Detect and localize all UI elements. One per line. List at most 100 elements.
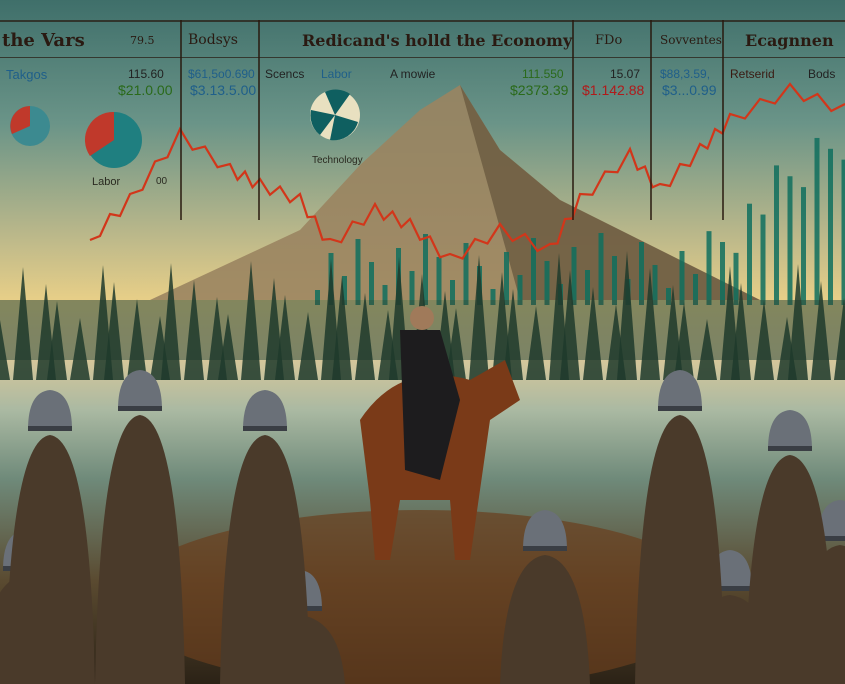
tree bbox=[47, 301, 67, 380]
bar bbox=[463, 243, 469, 305]
bar bbox=[531, 238, 536, 305]
header-col6: Sovventes bbox=[660, 33, 722, 47]
header-col7: Ecagnnen bbox=[745, 30, 834, 50]
knight bbox=[500, 510, 590, 684]
tree bbox=[298, 312, 318, 380]
tree bbox=[355, 293, 375, 380]
bar bbox=[774, 165, 779, 305]
pie-chart-technology bbox=[310, 89, 360, 141]
bar bbox=[598, 233, 604, 305]
tree bbox=[104, 282, 124, 380]
tree bbox=[503, 289, 523, 380]
tree bbox=[469, 255, 489, 380]
tree bbox=[184, 280, 204, 380]
bar bbox=[342, 276, 347, 305]
bar bbox=[787, 176, 793, 305]
label-amowie: A mowie bbox=[390, 67, 436, 81]
table-border-header bbox=[0, 57, 845, 58]
header-number: 79.5 bbox=[130, 33, 155, 47]
bar bbox=[571, 247, 577, 305]
knight bbox=[95, 370, 185, 684]
bar bbox=[450, 280, 455, 305]
bar bbox=[693, 274, 698, 305]
bar bbox=[544, 261, 550, 305]
bar bbox=[436, 257, 442, 305]
bar bbox=[585, 270, 590, 305]
value: $3...0.99 bbox=[662, 82, 717, 98]
tree bbox=[13, 267, 33, 380]
bar bbox=[760, 214, 766, 305]
bar bbox=[841, 159, 845, 305]
tree bbox=[218, 314, 238, 380]
pie-label-zero: 00 bbox=[156, 176, 168, 187]
tree bbox=[617, 251, 637, 380]
value: 111.550 bbox=[522, 67, 564, 81]
bar bbox=[612, 256, 617, 305]
bar bbox=[801, 187, 806, 305]
tree bbox=[674, 302, 694, 380]
pie-chart-left bbox=[10, 106, 50, 146]
bar bbox=[666, 288, 671, 305]
row-label-takgos: Takgos bbox=[6, 67, 48, 82]
bar bbox=[517, 275, 523, 305]
col-divider bbox=[572, 20, 574, 220]
bar bbox=[504, 252, 509, 305]
bar bbox=[652, 265, 658, 305]
tree bbox=[332, 276, 352, 380]
label-labor: Labor bbox=[321, 67, 352, 81]
table-border-top bbox=[0, 20, 845, 22]
header-title-center: Redicand's holld the Economy bbox=[302, 30, 573, 50]
value: 115.60 bbox=[128, 67, 164, 81]
tree bbox=[0, 320, 10, 380]
tree bbox=[127, 299, 147, 380]
tree bbox=[788, 264, 808, 380]
tree bbox=[446, 308, 466, 380]
knight bbox=[745, 410, 835, 684]
tree bbox=[754, 300, 774, 380]
ground bbox=[120, 510, 720, 684]
bar bbox=[382, 285, 388, 305]
value: $88,3.59, bbox=[660, 67, 711, 81]
tree bbox=[560, 270, 580, 380]
header-col2: Bodsys bbox=[188, 32, 238, 48]
bar bbox=[720, 242, 725, 305]
tree bbox=[811, 281, 831, 380]
pie-chart-labor bbox=[84, 111, 142, 168]
col-divider bbox=[650, 20, 652, 220]
label-bods: Bods bbox=[808, 67, 836, 81]
value: $61,5o0.690 bbox=[188, 67, 255, 81]
tree bbox=[161, 263, 181, 380]
value: $21.0.00 bbox=[118, 82, 173, 98]
tree bbox=[526, 306, 546, 380]
bar bbox=[733, 252, 739, 305]
knight bbox=[635, 370, 725, 684]
col-divider bbox=[258, 20, 260, 220]
value: $3.13.5.00 bbox=[190, 82, 257, 98]
header-col5: FDo bbox=[595, 32, 623, 48]
bar bbox=[706, 231, 712, 305]
horse-rider bbox=[360, 306, 520, 560]
tree bbox=[731, 283, 751, 380]
bar bbox=[369, 262, 374, 305]
bar bbox=[814, 137, 820, 305]
tree bbox=[834, 298, 845, 380]
price-line bbox=[89, 82, 845, 260]
tree bbox=[70, 318, 90, 380]
label-retserid: Retserid bbox=[730, 67, 775, 81]
soldiers bbox=[0, 370, 845, 684]
bar bbox=[490, 289, 496, 305]
bar bbox=[747, 203, 752, 305]
bar bbox=[828, 148, 833, 305]
col-divider bbox=[722, 20, 724, 220]
forest bbox=[0, 251, 845, 380]
bar bbox=[679, 251, 685, 305]
tree bbox=[640, 268, 660, 380]
bar bbox=[639, 242, 644, 305]
tree bbox=[583, 287, 603, 380]
tree bbox=[241, 261, 261, 380]
knight bbox=[220, 390, 310, 684]
value: $1.142.88 bbox=[582, 82, 645, 98]
pie-label-labor: Labor bbox=[92, 176, 121, 188]
